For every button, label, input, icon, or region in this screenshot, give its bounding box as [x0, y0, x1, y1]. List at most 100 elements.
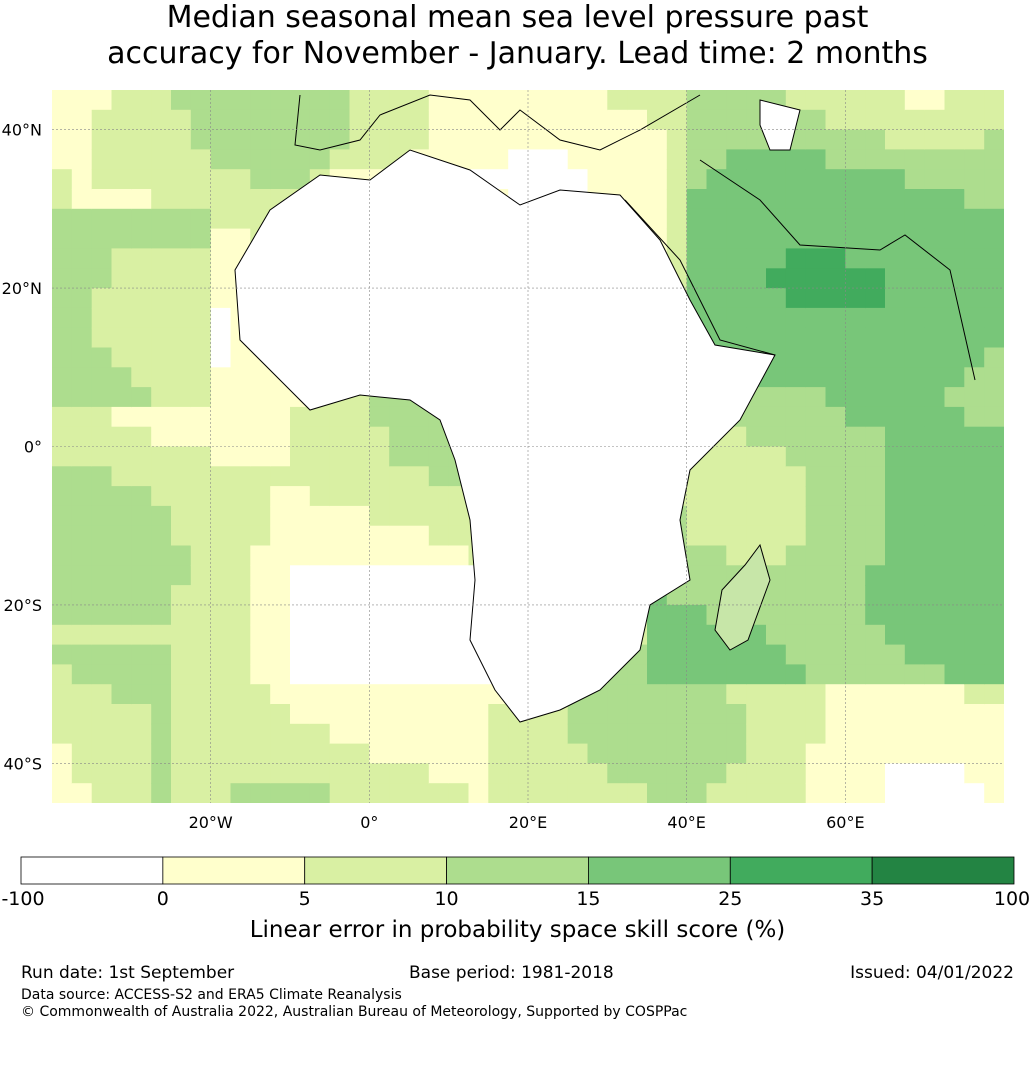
field-cell — [726, 307, 747, 329]
field-cell — [904, 149, 926, 170]
field-cell — [904, 248, 926, 269]
field-cell — [270, 604, 291, 626]
field-cell — [805, 268, 827, 289]
field-cell — [111, 585, 132, 606]
field-cell — [686, 664, 708, 685]
field-cell — [845, 109, 866, 131]
field-cell — [666, 189, 688, 210]
field-cell — [369, 624, 390, 646]
field-cell — [686, 704, 708, 725]
field-cell — [865, 466, 886, 487]
field-cell — [944, 723, 965, 745]
field-cell — [71, 545, 93, 566]
field-cell — [706, 268, 727, 289]
field-cell — [409, 466, 430, 487]
field-cell — [627, 189, 648, 210]
field-cell — [230, 565, 251, 586]
field-cell — [825, 288, 846, 309]
field-cell — [428, 783, 450, 803]
field-cell — [984, 585, 1004, 606]
field-cell — [805, 327, 827, 349]
field-cell — [111, 743, 132, 764]
field-cell — [409, 90, 430, 111]
field-cell — [805, 505, 827, 527]
field-cell — [944, 585, 965, 606]
field-cell — [944, 149, 965, 170]
field-cell — [250, 624, 271, 646]
field-cell — [131, 387, 152, 408]
field-cell — [666, 109, 688, 131]
field-cell — [151, 664, 172, 685]
field-cell — [309, 704, 331, 725]
field-cell — [785, 446, 807, 467]
field-cell — [210, 307, 232, 329]
field-cell — [309, 90, 331, 111]
field-cell — [766, 466, 787, 487]
field-cell — [270, 723, 291, 745]
field-cell — [210, 684, 232, 705]
field-cell — [726, 763, 747, 784]
field-cell — [984, 783, 1004, 803]
colorbar-tick-label: 100 — [993, 888, 1031, 910]
field-cell — [71, 664, 93, 685]
field-cell — [309, 505, 331, 527]
field-cell — [210, 406, 232, 428]
field-cell — [904, 228, 926, 249]
field-cell — [250, 704, 271, 725]
field-cell — [151, 268, 172, 289]
field-cell — [290, 743, 311, 764]
field-cell — [845, 347, 866, 368]
field-cell — [785, 169, 807, 190]
field-cell — [71, 268, 93, 289]
field-cell — [71, 723, 93, 745]
field-cell — [349, 783, 370, 803]
field-cell — [944, 763, 965, 784]
field-cell — [587, 763, 608, 784]
field-cell — [627, 763, 648, 784]
colorbar-segment — [20, 856, 164, 885]
field-cell — [349, 585, 370, 606]
field-cell — [984, 367, 1004, 388]
field-cell — [904, 704, 926, 725]
field-cell — [52, 387, 73, 408]
field-cell — [389, 466, 410, 487]
field-cell — [984, 248, 1004, 269]
field-cell — [528, 169, 549, 190]
field-cell — [171, 704, 192, 725]
field-cell — [686, 228, 708, 249]
field-cell — [250, 387, 271, 408]
field-cell — [270, 505, 291, 527]
field-cell — [349, 486, 370, 507]
field-cell — [389, 664, 410, 685]
field-cell — [904, 604, 926, 626]
field-cell — [111, 109, 132, 131]
field-cell — [389, 723, 410, 745]
field-cell — [409, 545, 430, 566]
field-cell — [250, 367, 271, 388]
field-cell — [290, 723, 311, 745]
field-cell — [944, 783, 965, 803]
field-cell — [944, 466, 965, 487]
field-cell — [805, 723, 827, 745]
field-cell — [647, 624, 668, 646]
field-cell — [329, 129, 351, 150]
field-cell — [409, 763, 430, 784]
field-cell — [151, 347, 172, 368]
field-cell — [409, 505, 430, 527]
field-cell — [111, 505, 132, 527]
field-cell — [409, 723, 430, 745]
colorbar-segment — [162, 856, 306, 885]
field-cell — [885, 327, 906, 349]
field-cell — [547, 723, 569, 745]
field-cell — [171, 783, 192, 803]
field-cell — [52, 169, 73, 190]
field-cell — [270, 426, 291, 448]
field-cell — [71, 367, 93, 388]
field-cell — [230, 208, 251, 230]
field-cell — [964, 565, 985, 586]
field-cell — [766, 723, 787, 745]
field-cell — [190, 228, 212, 249]
field-cell — [151, 288, 172, 309]
field-cell — [329, 90, 351, 111]
field-cell — [369, 109, 390, 131]
